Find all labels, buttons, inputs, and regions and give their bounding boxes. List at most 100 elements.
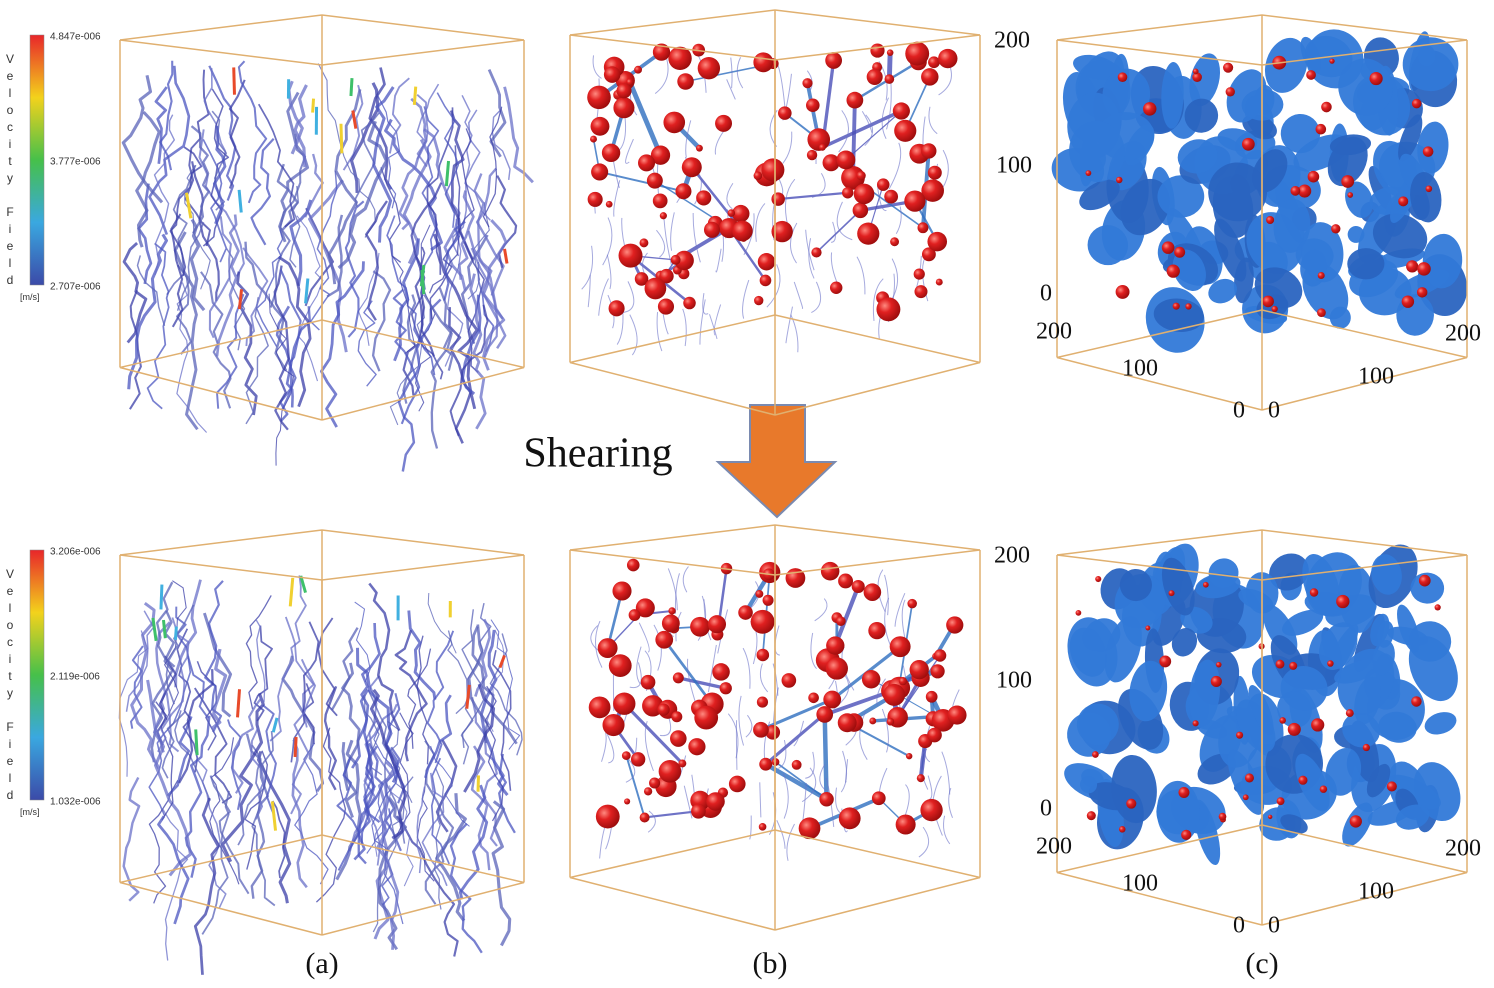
pore xyxy=(670,254,681,265)
pore xyxy=(761,158,785,182)
throat xyxy=(821,109,903,149)
pore xyxy=(894,119,917,142)
pore xyxy=(1172,302,1180,310)
streamline xyxy=(490,619,521,750)
streamline-hot xyxy=(232,67,236,95)
axis-tick-label: 0 xyxy=(1040,281,1052,307)
pore xyxy=(1192,720,1199,727)
cube-edge xyxy=(119,39,323,66)
streamline xyxy=(487,69,507,158)
streamline-hot xyxy=(339,123,344,154)
thin-stream xyxy=(726,183,734,210)
thin-stream xyxy=(782,131,793,164)
pore xyxy=(1298,184,1312,198)
streamline-hot xyxy=(412,86,418,105)
cube-edge xyxy=(1261,824,1468,874)
pore-blob xyxy=(1189,53,1221,107)
pore xyxy=(1317,271,1325,279)
axis-tick-label: 200 xyxy=(1445,836,1481,862)
streamline xyxy=(355,647,399,784)
streamline xyxy=(209,775,250,895)
axis-tick-label: 100 xyxy=(1358,364,1394,390)
pore-blob xyxy=(1413,762,1461,822)
cube-edge xyxy=(321,14,525,41)
cube-edge xyxy=(1056,39,1263,66)
pore xyxy=(836,616,846,627)
streamline xyxy=(203,612,233,718)
pore xyxy=(608,300,625,317)
streamline xyxy=(357,742,385,865)
cube-edge xyxy=(321,881,525,936)
streamline xyxy=(170,213,184,328)
pore xyxy=(798,817,821,840)
pore xyxy=(920,798,943,822)
pore xyxy=(668,607,676,615)
pore xyxy=(851,579,865,594)
pore xyxy=(650,145,671,165)
pore xyxy=(802,78,813,89)
pore-blob xyxy=(1295,238,1334,272)
pore xyxy=(644,277,667,300)
thin-stream xyxy=(629,662,642,689)
pore xyxy=(1386,781,1397,792)
colorbar-unit: [m/s] xyxy=(20,807,40,817)
pore xyxy=(759,757,773,771)
streamline-hot xyxy=(194,729,199,756)
pore xyxy=(1345,709,1354,718)
streamline-hot xyxy=(419,264,426,287)
streamline-hot xyxy=(159,584,164,610)
pore-blob xyxy=(1424,712,1457,735)
streamline-hot xyxy=(173,626,178,640)
streamline xyxy=(432,233,479,410)
pore xyxy=(765,725,781,740)
pore xyxy=(1268,814,1273,820)
streamline xyxy=(197,760,227,909)
thin-stream xyxy=(618,118,627,152)
streamline xyxy=(424,694,453,779)
streamline-hot xyxy=(351,110,358,129)
streamline xyxy=(449,822,483,954)
streamline xyxy=(244,241,288,372)
cube-edge xyxy=(1056,14,1263,41)
thin-stream xyxy=(713,304,722,336)
pore xyxy=(1095,575,1102,583)
thin-stream xyxy=(606,734,615,764)
pore-blob xyxy=(1378,711,1417,743)
pore-blob xyxy=(1069,627,1107,677)
pore xyxy=(695,144,703,152)
streamline xyxy=(315,727,347,903)
pore xyxy=(591,163,609,181)
throat xyxy=(815,209,861,254)
streamline xyxy=(369,688,408,840)
streamline xyxy=(268,293,295,466)
cube-edge xyxy=(1261,356,1468,411)
streamline xyxy=(458,190,475,280)
thin-stream xyxy=(707,644,717,693)
pore xyxy=(602,714,625,737)
streamline xyxy=(461,94,491,221)
cube-edge xyxy=(569,34,776,61)
pore xyxy=(816,706,834,723)
pore xyxy=(759,274,772,287)
cube-edge xyxy=(119,529,323,556)
pore xyxy=(626,78,634,86)
thin-stream xyxy=(726,79,736,100)
pore-blob xyxy=(1157,175,1205,218)
pore xyxy=(1369,71,1383,86)
thin-stream xyxy=(663,218,673,267)
streamline xyxy=(208,65,237,201)
pore xyxy=(652,43,671,61)
thin-stream xyxy=(647,810,656,833)
streamline xyxy=(477,261,495,352)
pore-blob xyxy=(1269,553,1309,591)
streamline xyxy=(174,710,211,801)
cube-edge xyxy=(321,834,525,884)
colorbar-tick-label: 4.847e-006 xyxy=(50,32,101,43)
thin-stream xyxy=(621,281,635,314)
colorbar xyxy=(29,549,45,801)
streamline xyxy=(166,715,193,797)
pore-blob xyxy=(1248,685,1274,736)
pore-blob xyxy=(1302,554,1341,617)
axis-tick-label: 100 xyxy=(996,668,1032,694)
axis-tick-label: 0 xyxy=(1268,913,1280,939)
